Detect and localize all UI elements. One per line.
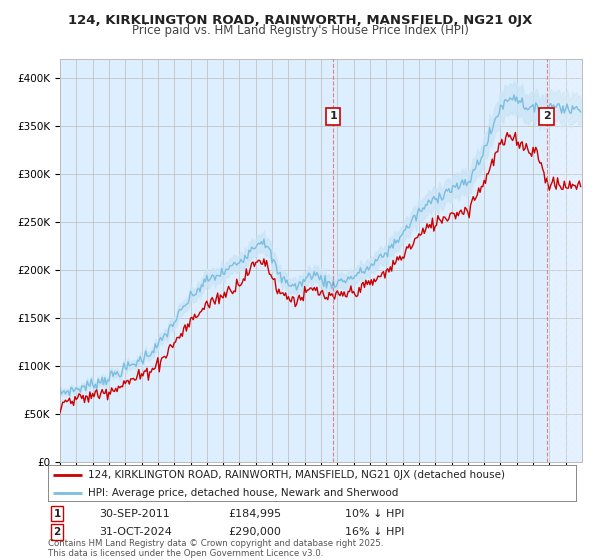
Text: 1: 1 <box>329 111 337 122</box>
Text: Price paid vs. HM Land Registry's House Price Index (HPI): Price paid vs. HM Land Registry's House … <box>131 24 469 36</box>
Text: £184,995: £184,995 <box>228 508 281 519</box>
Text: 1: 1 <box>53 508 61 519</box>
Text: 124, KIRKLINGTON ROAD, RAINWORTH, MANSFIELD, NG21 0JX (detached house): 124, KIRKLINGTON ROAD, RAINWORTH, MANSFI… <box>88 470 505 480</box>
Text: 2: 2 <box>53 527 61 537</box>
Text: 30-SEP-2011: 30-SEP-2011 <box>99 508 170 519</box>
Text: £290,000: £290,000 <box>228 527 281 537</box>
Text: 10% ↓ HPI: 10% ↓ HPI <box>345 508 404 519</box>
Text: 124, KIRKLINGTON ROAD, RAINWORTH, MANSFIELD, NG21 0JX: 124, KIRKLINGTON ROAD, RAINWORTH, MANSFI… <box>68 14 532 27</box>
Text: 2: 2 <box>543 111 550 122</box>
Text: 16% ↓ HPI: 16% ↓ HPI <box>345 527 404 537</box>
Text: HPI: Average price, detached house, Newark and Sherwood: HPI: Average price, detached house, Newa… <box>88 488 398 498</box>
Text: 31-OCT-2024: 31-OCT-2024 <box>99 527 172 537</box>
Text: Contains HM Land Registry data © Crown copyright and database right 2025.
This d: Contains HM Land Registry data © Crown c… <box>48 539 383 558</box>
Bar <box>547 59 582 462</box>
